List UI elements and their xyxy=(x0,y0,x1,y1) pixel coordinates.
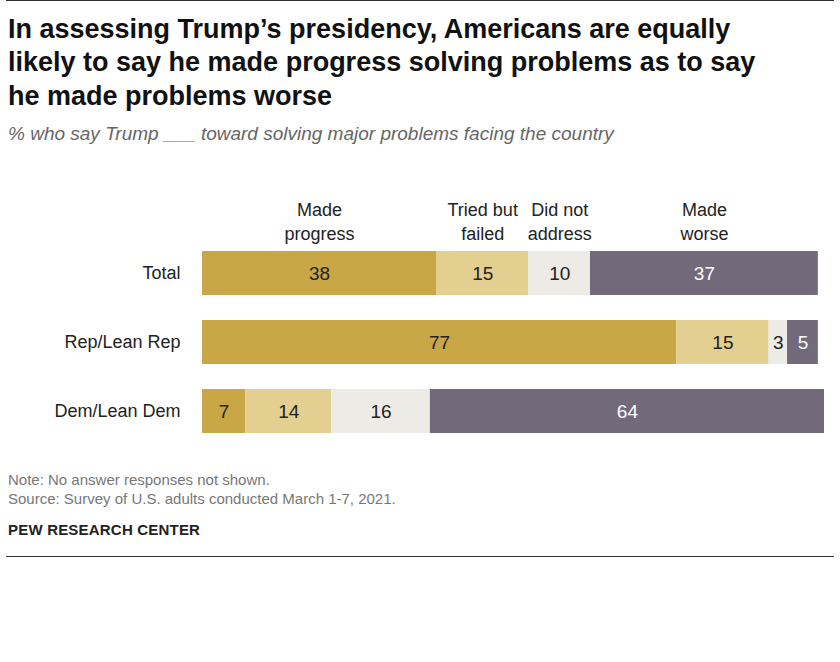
html-text:PEW RESEARCH CENTER: PEW RESEARCH CENTER xyxy=(8,521,201,539)
html-text:Source: Survey of U.S. adults: Source: Survey of U.S. adults conducted … xyxy=(8,490,396,508)
svg-text:14: 14 xyxy=(278,401,300,422)
svg-text:15: 15 xyxy=(472,263,493,284)
svg-text:64: 64 xyxy=(617,401,639,422)
svg-text:Tried butfailed: Tried butfailed xyxy=(448,201,518,244)
html-text:In assessing Trump’s presidenc: In assessing Trump’s presidency, America… xyxy=(8,14,756,111)
svg-text:Madeworse: Madeworse xyxy=(679,201,728,244)
svg-text:16: 16 xyxy=(371,401,392,422)
svg-text:37: 37 xyxy=(694,263,715,284)
svg-text:Total: Total xyxy=(142,264,180,284)
svg-text:15: 15 xyxy=(712,332,733,353)
svg-text:Did notaddress: Did notaddress xyxy=(528,201,592,244)
html-text:Note: No answer responses not: Note: No answer responses not shown. xyxy=(8,471,270,489)
html-text:% who say Trump ___ toward sol: % who say Trump ___ toward solving major… xyxy=(8,123,614,145)
svg-text:38: 38 xyxy=(309,263,330,284)
svg-text:Dem/Lean Dem: Dem/Lean Dem xyxy=(54,402,180,422)
svg-text:10: 10 xyxy=(549,263,570,284)
svg-text:3: 3 xyxy=(773,332,784,353)
svg-text:Rep/Lean Rep: Rep/Lean Rep xyxy=(64,333,180,353)
svg-text:77: 77 xyxy=(429,332,450,353)
svg-text:5: 5 xyxy=(798,332,809,353)
svg-text:7: 7 xyxy=(219,401,230,422)
svg-text:Madeprogress: Madeprogress xyxy=(284,201,354,244)
